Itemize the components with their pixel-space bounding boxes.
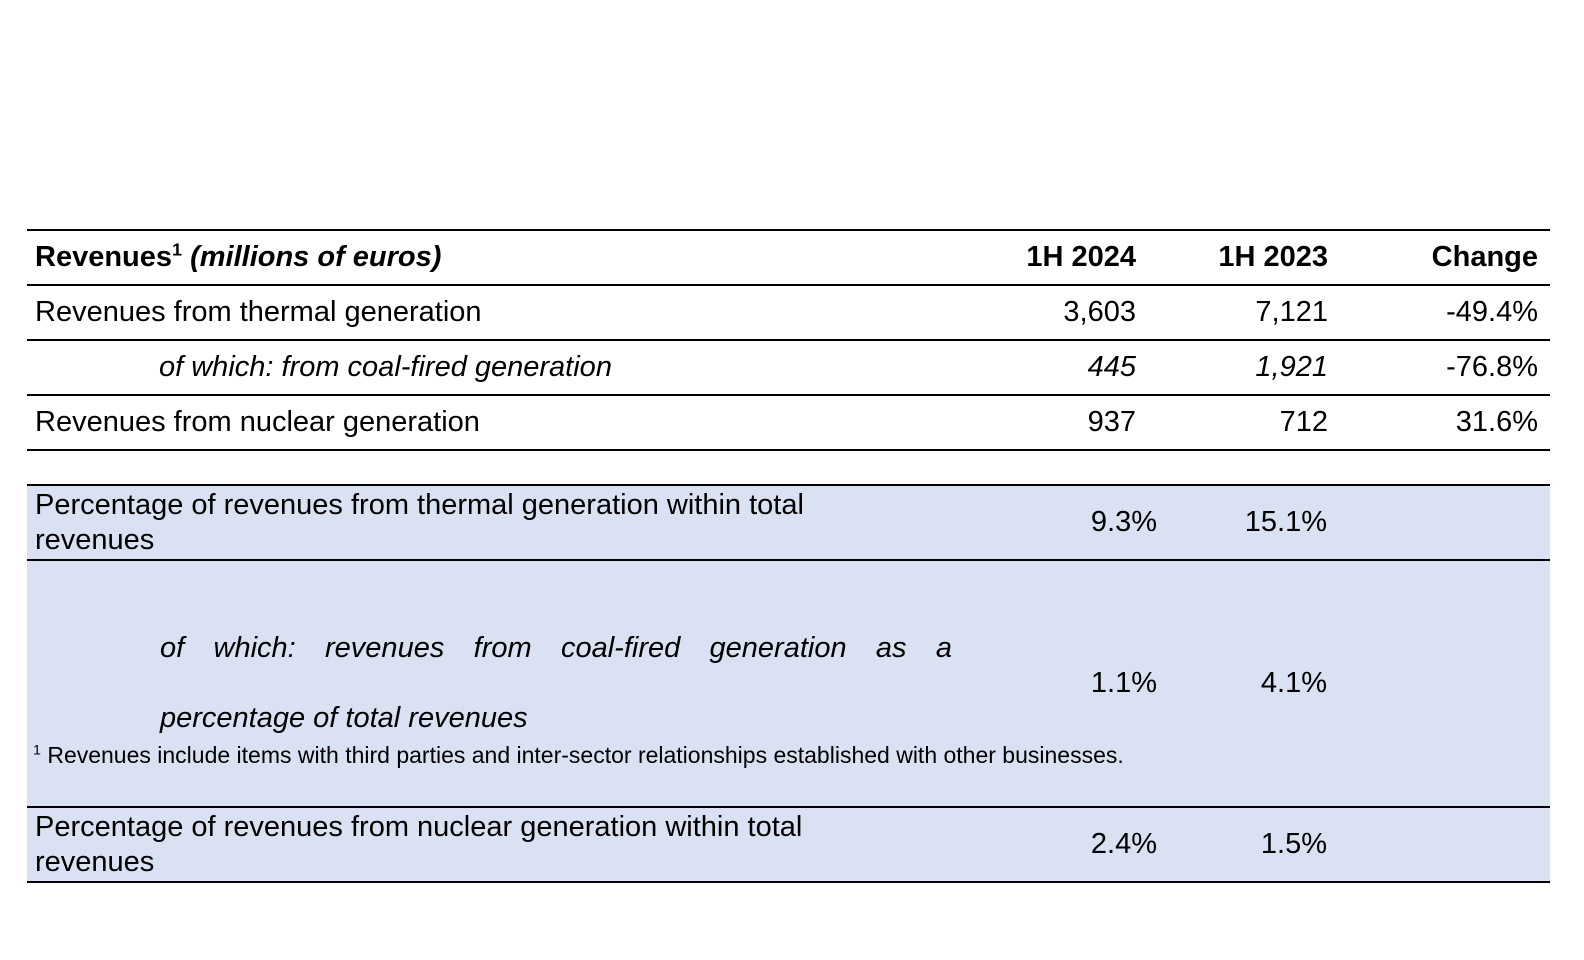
row-label: Revenues from thermal generation [35,296,482,328]
table-row-pct-thermal: Percentage of revenues from thermal gene… [27,485,1550,560]
table-row-nuclear: Revenues from nuclear generation 937 712… [27,395,1550,450]
table-title-unit: (millions of euros) [190,241,442,273]
row-label-line2: percentage of total revenues [160,702,528,734]
table-title-text: Revenues [35,241,173,273]
row-label: Percentage of revenues from nuclear gene… [27,807,992,882]
row-label: Revenues from nuclear generation [35,406,480,438]
footnote-reference: 1 [172,239,183,260]
cell-change [1352,485,1550,560]
cell-1h2023: 7,121 [1255,296,1328,328]
row-label: Percentage of revenues from thermal gene… [27,485,992,560]
cell-1h2024: 3,603 [1063,296,1136,328]
table-row-thermal: Revenues from thermal generation 3,603 7… [27,285,1550,340]
cell-1h2024: 937 [1087,406,1136,438]
cell-1h2024: 9.3% [992,485,1160,560]
table-row-coal-fired: of which: from coal-fired generation 445… [27,340,1550,395]
indented-justified-label: of which: revenues from coal-fired gener… [160,596,952,771]
cell-1h2023: 4.1% [1160,560,1352,807]
cell-1h2023: 712 [1279,406,1328,438]
percentage-table: Percentage of revenues from thermal gene… [27,484,1550,883]
footnote: 1 Revenues include items with third part… [33,742,1124,769]
revenues-section: Revenues1 (millions of euros) 1H 2024 1H… [27,229,1550,883]
column-header-1h2023: 1H 2023 [1218,241,1328,273]
cell-change [1352,560,1550,807]
cell-1h2024: 2.4% [992,807,1160,882]
revenues-table: Revenues1 (millions of euros) 1H 2024 1H… [27,229,1550,451]
cell-change: -49.4% [1446,296,1538,328]
table-row-pct-coal-fired: of which: revenues from coal-fired gener… [27,560,1550,807]
cell-1h2024: 445 [1087,351,1136,383]
footnote-marker: 1 [33,742,41,759]
cell-change: -76.8% [1446,351,1538,383]
cell-1h2024: 1.1% [992,560,1160,807]
row-label: of which: from coal-fired generation [159,351,612,383]
column-header-change: Change [1431,241,1538,273]
revenues-table-header-row: Revenues1 (millions of euros) 1H 2024 1H… [27,230,1550,285]
table-spacer [27,451,1550,484]
column-header-1h2024: 1H 2024 [1026,241,1136,273]
row-label: of which: revenues from coal-fired gener… [27,560,992,807]
table-row-pct-nuclear: Percentage of revenues from nuclear gene… [27,807,1550,882]
cell-1h2023: 15.1% [1160,485,1352,560]
footnote-text: Revenues include items with third partie… [40,742,1124,768]
cell-change: 31.6% [1455,406,1538,438]
cell-1h2023: 1,921 [1255,351,1328,383]
row-label-line1: of which: revenues from coal-fired gener… [160,632,952,664]
cell-1h2023: 1.5% [1160,807,1352,882]
cell-change [1352,807,1550,882]
table-title: Revenues1 (millions of euros) [27,230,992,285]
